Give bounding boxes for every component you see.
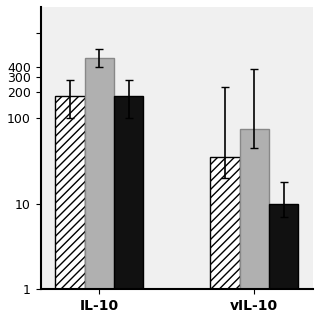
Bar — [84, 59, 114, 320]
Bar — [210, 157, 240, 320]
Bar — [55, 96, 84, 320]
Bar — [114, 96, 143, 320]
Bar — [240, 129, 269, 320]
Bar — [269, 204, 298, 320]
